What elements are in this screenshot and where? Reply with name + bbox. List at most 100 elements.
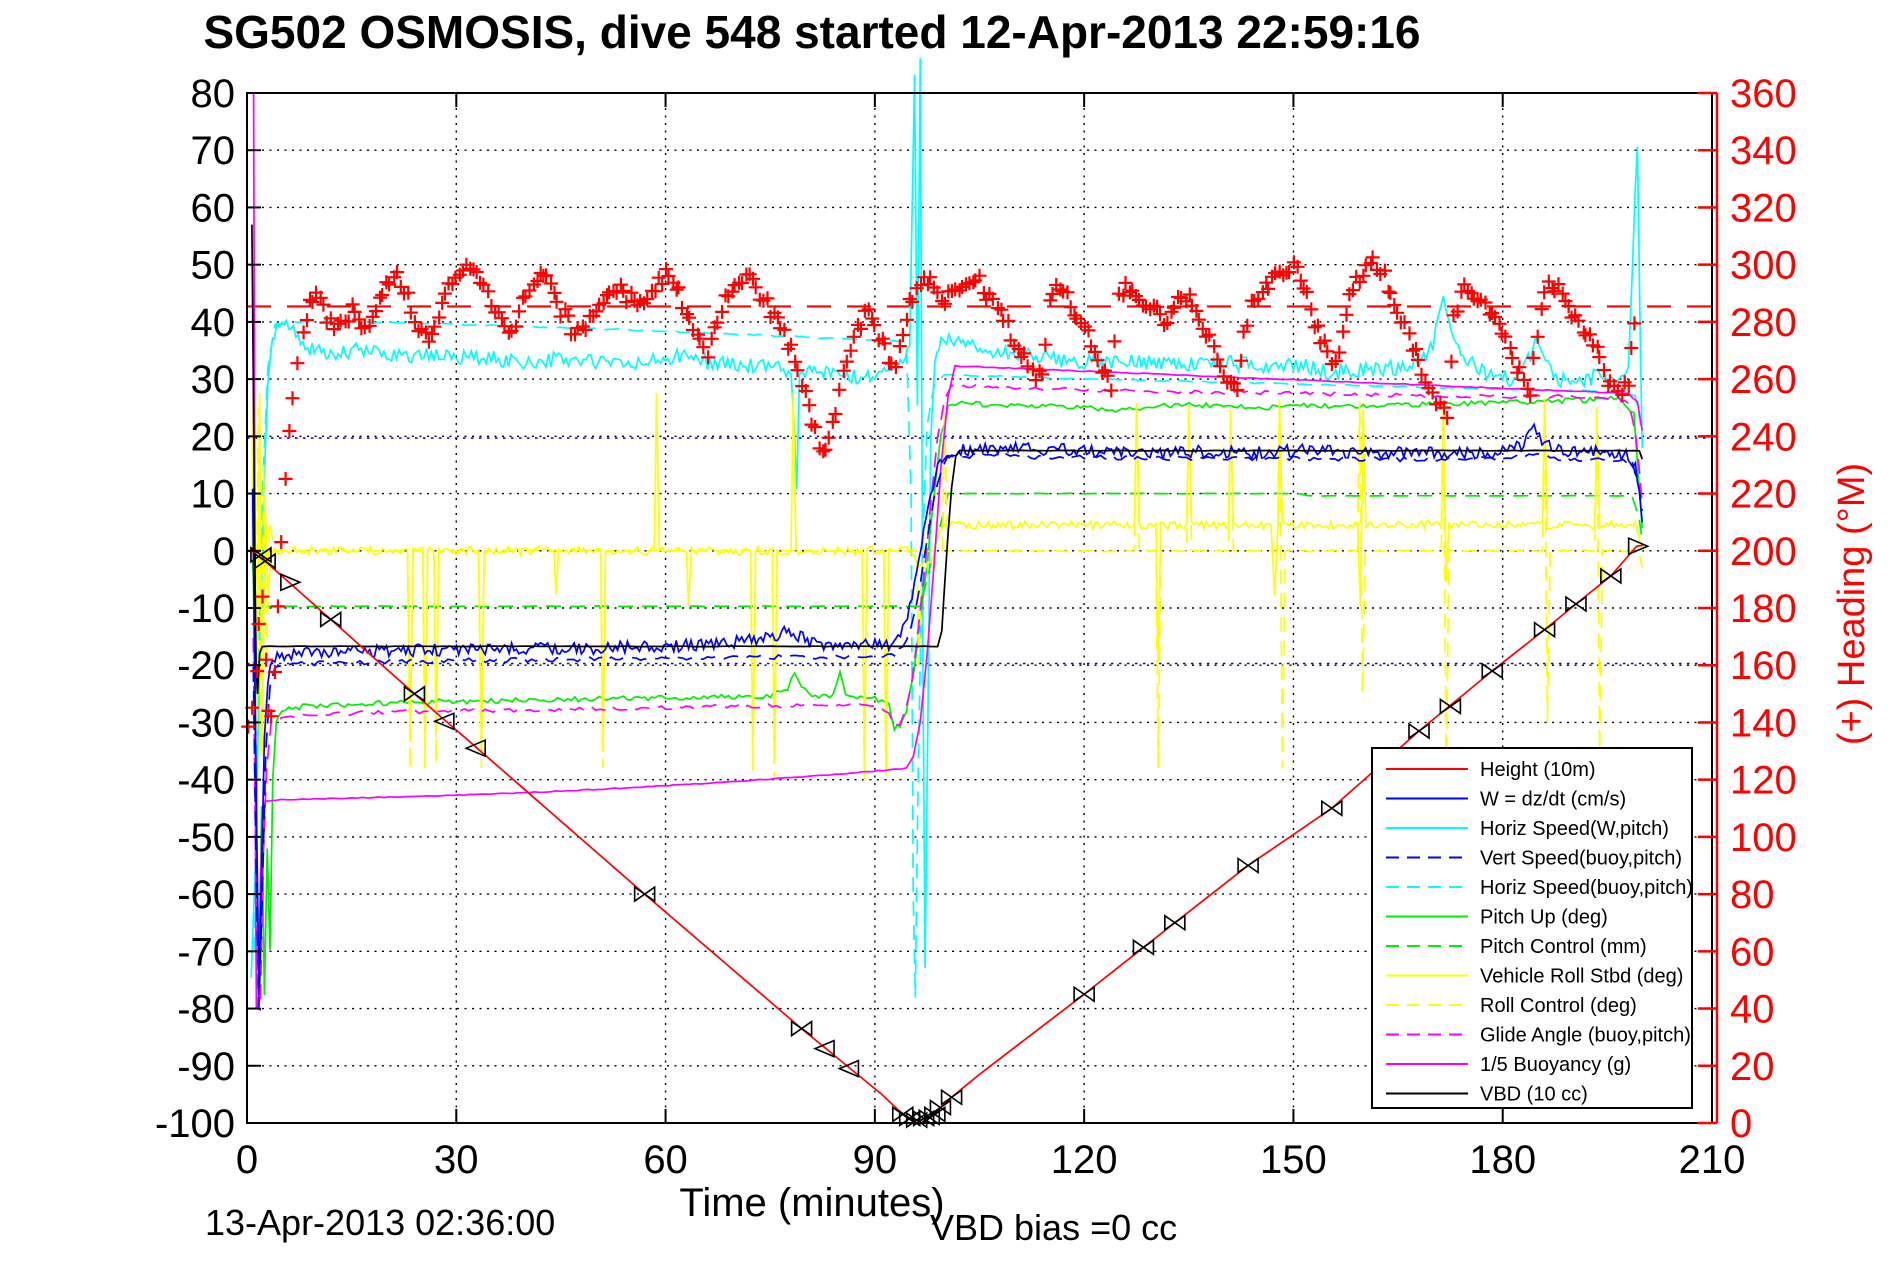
ytick-label-right: 280 xyxy=(1730,301,1797,345)
depth-marker-bowtie xyxy=(1237,856,1259,875)
depth-marker-ltri xyxy=(464,738,487,758)
legend-item-3: Vert Speed(buoy,pitch) xyxy=(1386,848,1682,870)
depth-marker-rtri xyxy=(280,573,302,592)
legend-label: VBD (10 cc) xyxy=(1480,1084,1588,1106)
reference-lines-layer xyxy=(247,305,1712,665)
ytick-label-left: 80 xyxy=(191,72,236,116)
legend-box xyxy=(1371,747,1693,1109)
ytick-label-left: -30 xyxy=(177,701,235,745)
xtick-label: 30 xyxy=(434,1138,479,1182)
ytick-label-left: -40 xyxy=(177,759,235,803)
ytick-label-right: 100 xyxy=(1730,816,1797,860)
ytick-label-right: 120 xyxy=(1730,759,1797,803)
plot-title: SG502 OSMOSIS, dive 548 started 12-Apr-2… xyxy=(203,6,1420,58)
depth-marker-ltri xyxy=(837,1059,860,1078)
series-w-dzdt xyxy=(251,422,1644,996)
legend-item-8: Roll Control (deg) xyxy=(1386,995,1637,1017)
right-y-axis-label: (+) Heading (°M) xyxy=(1831,463,1873,745)
depth-marker-ltri xyxy=(812,1039,835,1058)
ytick-label-left: -90 xyxy=(177,1045,235,1089)
depth-marker-rtri xyxy=(1627,536,1650,556)
ytick-label-left: 70 xyxy=(191,129,236,173)
series-vbd xyxy=(251,224,1644,695)
ytick-label-right: 0 xyxy=(1730,1102,1752,1146)
x-axis-label: Time (minutes) xyxy=(679,1181,944,1225)
legend-item-4: Horiz Speed(buoy,pitch) xyxy=(1386,877,1693,899)
legend-item-11: VBD (10 cc) xyxy=(1386,1084,1588,1106)
ytick-label-left: -10 xyxy=(177,587,235,631)
xtick-label: 120 xyxy=(1051,1138,1118,1182)
series-horiz-speed-buoy xyxy=(253,320,1642,998)
ytick-label-right: 200 xyxy=(1730,530,1797,574)
legend-item-7: Vehicle Roll Stbd (deg) xyxy=(1386,966,1683,988)
legend-label: Roll Control (deg) xyxy=(1480,995,1637,1017)
legend-label: Pitch Control (mm) xyxy=(1480,936,1647,958)
ytick-label-right: 360 xyxy=(1730,72,1797,116)
legend-item-1: W = dz/dt (cm/s) xyxy=(1386,789,1626,811)
depth-marker-bowtie xyxy=(403,685,426,703)
depth-marker-bowtie xyxy=(254,552,276,570)
ytick-label-left: 20 xyxy=(191,415,236,459)
legend-item-2: Horiz Speed(W,pitch) xyxy=(1386,818,1669,840)
ytick-label-left: 10 xyxy=(191,473,236,517)
xtick-label: 150 xyxy=(1260,1138,1327,1182)
footer-vbd-bias-note: VBD bias =0 cc xyxy=(930,1207,1177,1248)
legend: Height (10m) W = dz/dt (cm/s) Horiz Speed(… xyxy=(1371,747,1693,1109)
depth-marker-bowtie xyxy=(918,1108,941,1126)
xtick-label: 0 xyxy=(236,1138,258,1182)
xtick-label: 180 xyxy=(1469,1138,1536,1182)
series-heading-markers xyxy=(241,250,1642,734)
ytick-label-left: -60 xyxy=(177,873,235,917)
depth-marker-bowtie xyxy=(1321,799,1343,817)
ytick-label-right: 20 xyxy=(1730,1045,1775,1089)
legend-item-9: Glide Angle (buoy,pitch) xyxy=(1386,1025,1691,1047)
legend-label: 1/5 Buoyancy (g) xyxy=(1480,1054,1631,1076)
series-vert-speed-buoy xyxy=(252,452,1644,1008)
depth-marker-bowtie xyxy=(924,1105,946,1123)
depth-marker-bowtie xyxy=(1533,621,1556,639)
ytick-label-right: 220 xyxy=(1730,473,1797,517)
series-glide-angle xyxy=(252,383,1644,1012)
depth-marker-bowtie xyxy=(319,610,342,628)
depth-marker-bowtie xyxy=(1600,567,1622,585)
ytick-label-left: -50 xyxy=(177,816,235,860)
series-vehicle-roll xyxy=(251,320,1644,766)
depth-marker-bowtie xyxy=(929,1099,952,1117)
ytick-label-right: 260 xyxy=(1730,358,1797,402)
legend-label: W = dz/dt (cm/s) xyxy=(1480,789,1626,811)
legend-item-6: Pitch Control (mm) xyxy=(1386,936,1647,958)
depth-marker-bowtie xyxy=(1408,722,1430,740)
depth-markers-layer xyxy=(250,536,1650,1129)
footer-datetime: 13-Apr-2013 02:36:00 xyxy=(205,1202,555,1243)
ytick-label-left: 60 xyxy=(191,186,236,230)
depth-marker-ltri xyxy=(432,712,455,731)
legend-label: Pitch Up (deg) xyxy=(1480,907,1608,929)
depth-marker-bowtie xyxy=(1481,662,1504,680)
legend-item-0: Height (10m) xyxy=(1386,759,1596,781)
ytick-label-right: 180 xyxy=(1730,587,1797,631)
legend-item-5: Pitch Up (deg) xyxy=(1386,907,1608,929)
ytick-label-right: 300 xyxy=(1730,244,1797,288)
legend-label: Horiz Speed(buoy,pitch) xyxy=(1480,877,1693,899)
depth-marker-bowtie xyxy=(1073,985,1095,1003)
legend-label: Vehicle Roll Stbd (deg) xyxy=(1480,966,1683,988)
series-buoyancy xyxy=(251,91,1644,1010)
ytick-label-right: 320 xyxy=(1730,186,1797,230)
ytick-label-left: -20 xyxy=(177,644,235,688)
depth-marker-bowtie xyxy=(1132,938,1155,956)
legend-label: Horiz Speed(W,pitch) xyxy=(1480,818,1669,840)
series-roll-control xyxy=(251,333,1644,781)
axes-layer: 80706050403020100-10-20-30-40-50-60-70-8… xyxy=(155,72,1797,1182)
ytick-label-left: 0 xyxy=(213,530,235,574)
ytick-label-right: 40 xyxy=(1730,988,1775,1032)
depth-marker-bowtie xyxy=(940,1088,963,1106)
legend-item-10: 1/5 Buoyancy (g) xyxy=(1386,1054,1631,1076)
ytick-label-left: -70 xyxy=(177,930,235,974)
depth-marker-bowtie xyxy=(633,885,656,903)
ytick-label-right: 140 xyxy=(1730,701,1797,745)
legend-label: Height (10m) xyxy=(1480,759,1596,781)
legend-label: Glide Angle (buoy,pitch) xyxy=(1480,1025,1691,1047)
depth-marker-bowtie xyxy=(790,1020,813,1038)
ytick-label-right: 80 xyxy=(1730,873,1775,917)
